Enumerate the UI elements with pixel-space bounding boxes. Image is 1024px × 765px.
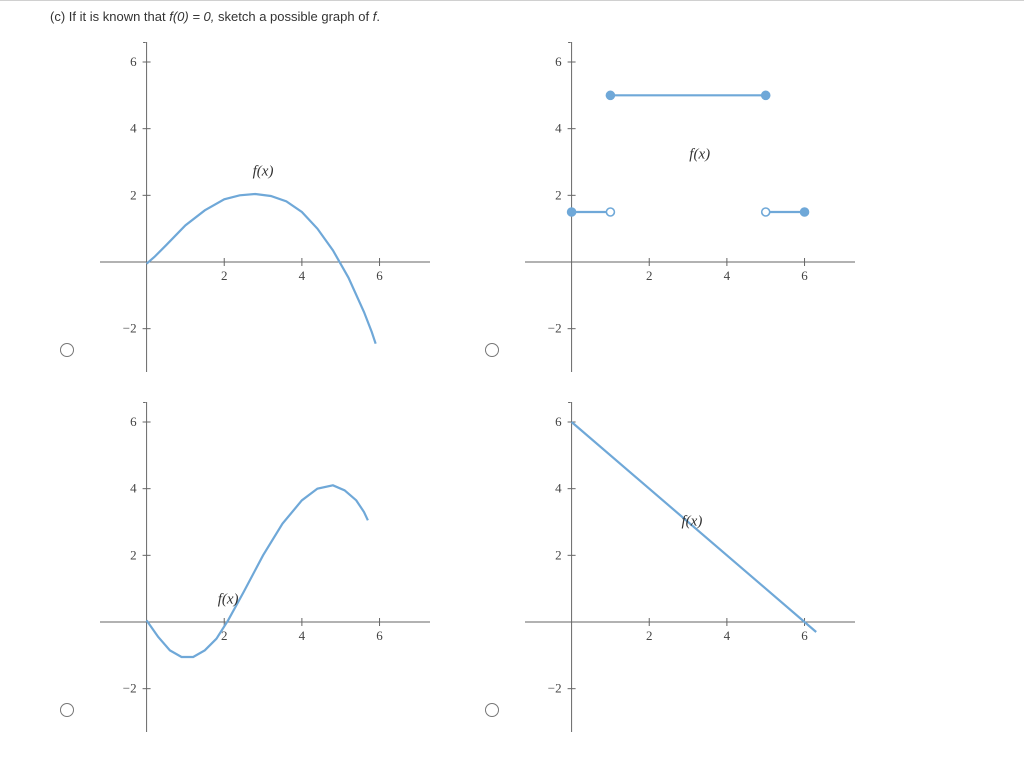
svg-text:y: y xyxy=(143,42,151,44)
svg-text:y: y xyxy=(568,402,576,404)
plot-b: 246−2246yxf(x) xyxy=(525,42,855,372)
svg-text:f(x): f(x) xyxy=(689,147,710,163)
option-b-cell: 246−2246yxf(x) xyxy=(475,32,900,382)
svg-text:f(x): f(x) xyxy=(682,513,703,529)
plot-a: 246−2246yxf(x) xyxy=(100,42,430,372)
svg-text:2: 2 xyxy=(555,187,562,202)
option-a-cell: 246−2246yxf(x) xyxy=(50,32,475,382)
svg-text:4: 4 xyxy=(130,121,137,136)
svg-text:6: 6 xyxy=(801,268,808,283)
svg-text:−2: −2 xyxy=(123,321,137,336)
svg-text:6: 6 xyxy=(376,628,383,643)
svg-text:2: 2 xyxy=(555,547,562,562)
svg-text:4: 4 xyxy=(299,628,306,643)
svg-text:4: 4 xyxy=(130,481,137,496)
option-d-cell: 246−2246yxf(x) xyxy=(475,392,900,742)
svg-text:4: 4 xyxy=(724,628,731,643)
svg-text:6: 6 xyxy=(801,628,808,643)
svg-text:f(x): f(x) xyxy=(253,163,274,179)
svg-text:4: 4 xyxy=(299,268,306,283)
svg-text:4: 4 xyxy=(555,481,562,496)
part-label: (c) xyxy=(50,9,65,24)
svg-text:6: 6 xyxy=(130,414,137,429)
svg-text:y: y xyxy=(143,402,151,404)
svg-text:y: y xyxy=(568,42,576,44)
svg-text:−2: −2 xyxy=(548,681,562,696)
answer-grid: 246−2246yxf(x) 246−2246yxf(x) 246−2246yx… xyxy=(50,32,900,742)
plot-c: 246−2246yxf(x) xyxy=(100,402,430,732)
option-b-radio[interactable] xyxy=(485,343,499,357)
svg-text:4: 4 xyxy=(555,121,562,136)
option-c-radio[interactable] xyxy=(60,703,74,717)
svg-text:2: 2 xyxy=(221,268,228,283)
svg-text:2: 2 xyxy=(646,628,653,643)
option-a-radio[interactable] xyxy=(60,343,74,357)
question-text: (c) If it is known that f(0) = 0, sketch… xyxy=(0,1,1024,32)
svg-text:6: 6 xyxy=(555,414,562,429)
svg-text:6: 6 xyxy=(376,268,383,283)
svg-text:6: 6 xyxy=(555,54,562,69)
plot-d: 246−2246yxf(x) xyxy=(525,402,855,732)
svg-text:−2: −2 xyxy=(123,681,137,696)
svg-text:6: 6 xyxy=(130,54,137,69)
svg-text:4: 4 xyxy=(724,268,731,283)
svg-text:−2: −2 xyxy=(548,321,562,336)
svg-text:2: 2 xyxy=(646,268,653,283)
option-d-radio[interactable] xyxy=(485,703,499,717)
svg-text:2: 2 xyxy=(130,547,137,562)
option-c-cell: 246−2246yxf(x) xyxy=(50,392,475,742)
svg-text:2: 2 xyxy=(130,187,137,202)
svg-text:f(x): f(x) xyxy=(218,592,239,608)
